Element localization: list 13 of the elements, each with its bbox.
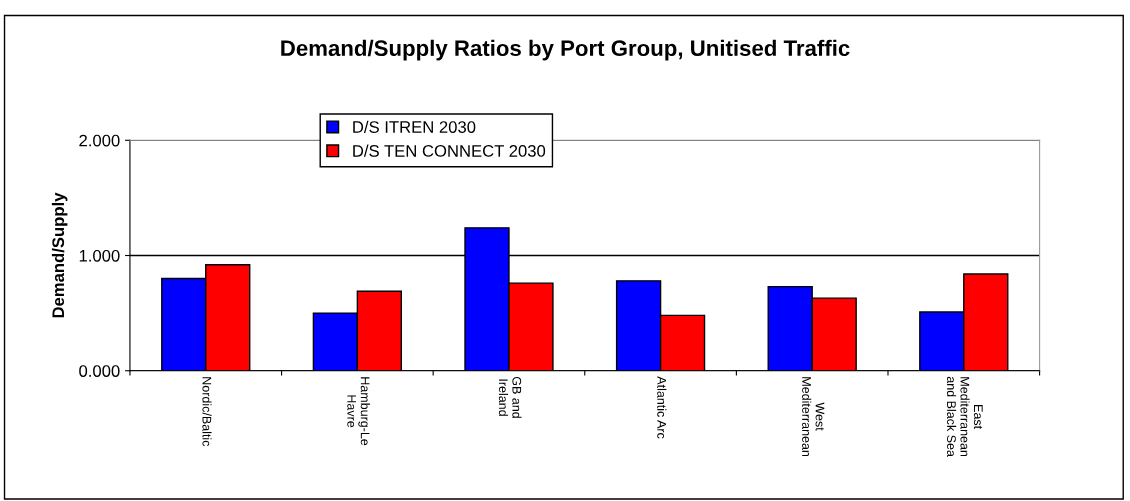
chart-title: Demand/Supply Ratios by Port Group, Unitised Traffic [281, 39, 850, 61]
x-tick-label: Hamburg-Le Havre [347, 377, 370, 446]
y-tick-label: 2.000 [79, 134, 120, 147]
y-tick-label: 0.000 [79, 365, 120, 377]
legend-label: D/S TEN CONNECT 2030 [353, 144, 546, 157]
x-tick-label: Nordic/Baltic [202, 377, 212, 447]
x-tick-label: Atlantic Arc [657, 376, 667, 439]
legend-label: D/S ITREN 2030 [353, 120, 476, 133]
x-tick-label: West Mediterranean [802, 377, 825, 457]
x-tick-label: East Mediterranean and Black Sea [946, 376, 983, 457]
x-tick-label: GB and Ireland [498, 376, 522, 418]
y-axis-title: Demand/Supply [51, 192, 68, 318]
y-tick-label: 1.000 [79, 249, 120, 262]
